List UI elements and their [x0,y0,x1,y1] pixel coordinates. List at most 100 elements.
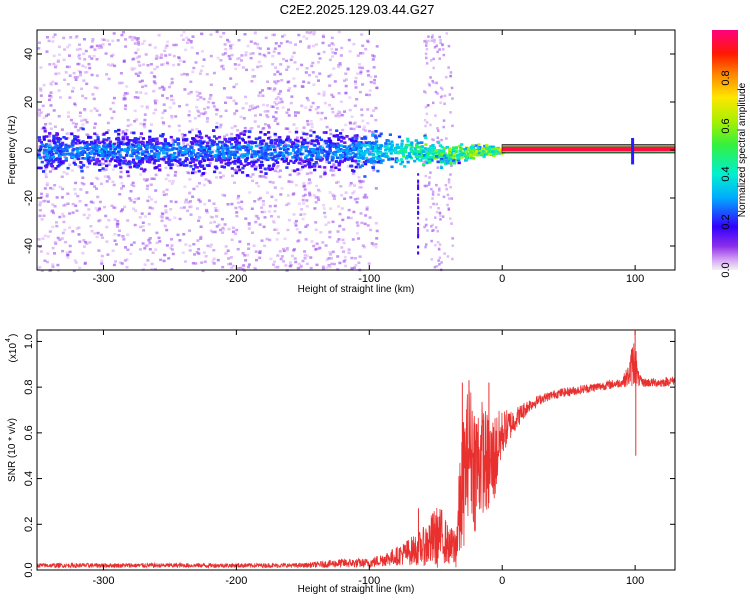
noise-cell [39,87,43,90]
band-cell [371,145,375,148]
band-cell [233,159,237,163]
noise-cell [49,91,53,94]
noise-cell [301,85,305,88]
noise-cell [241,252,245,255]
band-cell [360,137,364,140]
noise-cell [332,163,336,166]
noise-cell [90,45,94,48]
band-cell [317,136,321,140]
noise-cell [361,161,365,164]
noise-cell [238,240,242,243]
noise-cell [425,47,429,51]
noise-cell [312,44,315,48]
noise-cell [96,177,100,181]
noise-cell [368,93,372,97]
band-cell [295,143,299,147]
noise-cell [98,161,102,165]
band-cell [389,152,393,155]
noise-cell [146,244,150,247]
noise-cell [62,220,66,224]
band-cell [313,139,317,143]
noise-cell [447,178,451,181]
band-cell [326,143,330,147]
blip-cell [631,138,635,165]
band-cell [273,132,277,136]
band-cell [94,149,98,153]
band-cell [389,157,393,161]
noise-cell [134,51,138,55]
band-cell [424,143,428,146]
noise-cell [154,200,158,204]
noise-cell [162,122,166,126]
band-cell [169,135,173,139]
noise-cell [353,121,357,124]
band-cell [52,139,56,142]
noise-cell [63,48,67,51]
noise-cell [134,72,138,76]
band-cell [307,150,311,153]
band-cell [283,145,287,148]
band-cell [101,140,105,144]
noise-cell [258,52,262,56]
noise-cell [106,63,110,66]
band-cell [76,150,80,154]
noise-cell [153,268,157,271]
noise-cell [215,121,219,125]
noise-cell [93,86,97,89]
noise-cell [305,31,309,34]
noise-cell [184,198,188,202]
band-cell [402,155,406,158]
noise-cell [266,80,270,83]
noise-cell [154,248,158,251]
noise-cell [131,68,134,72]
band-cell [145,141,149,144]
noise-cell [314,196,318,199]
band-cell [376,149,380,153]
band-cell [292,146,296,150]
band-cell [194,139,198,143]
band-cell [339,144,343,147]
band-cell [344,157,348,161]
noise-cell [341,238,345,242]
noise-cell [168,85,171,89]
band-cell [37,166,41,170]
band-cell [344,152,348,156]
noise-cell [112,32,116,35]
noise-cell [285,269,289,272]
band-cell [242,133,246,136]
band-cell [138,162,142,166]
noise-cell [37,238,41,241]
band-cell [81,127,85,131]
band-cell [117,128,121,132]
noise-cell [277,215,280,219]
noise-cell [95,187,98,190]
noise-cell [232,230,235,233]
noise-cell [202,97,206,101]
noise-cell [232,99,236,102]
band-cell [42,151,46,155]
noise-cell [257,94,261,97]
band-cell [309,134,313,137]
noise-cell [434,114,437,117]
band-cell [323,166,327,169]
noise-cell [258,251,262,254]
noise-cell [195,105,199,109]
noise-cell [214,209,218,212]
band-cell [432,154,437,158]
band-cell [98,169,102,172]
noise-cell [84,49,88,53]
noise-cell [347,248,351,251]
band-cell [420,141,424,144]
band-cell [414,150,418,154]
noise-cell [331,95,335,99]
noise-cell [324,244,328,247]
band-cell [128,162,132,166]
noise-cell [344,123,348,127]
noise-cell [243,126,247,130]
band-cell [259,130,263,134]
noise-cell [169,208,173,211]
noise-cell [69,118,73,122]
band-cell [316,147,320,150]
noise-cell [222,67,225,71]
band-cell [207,154,211,157]
